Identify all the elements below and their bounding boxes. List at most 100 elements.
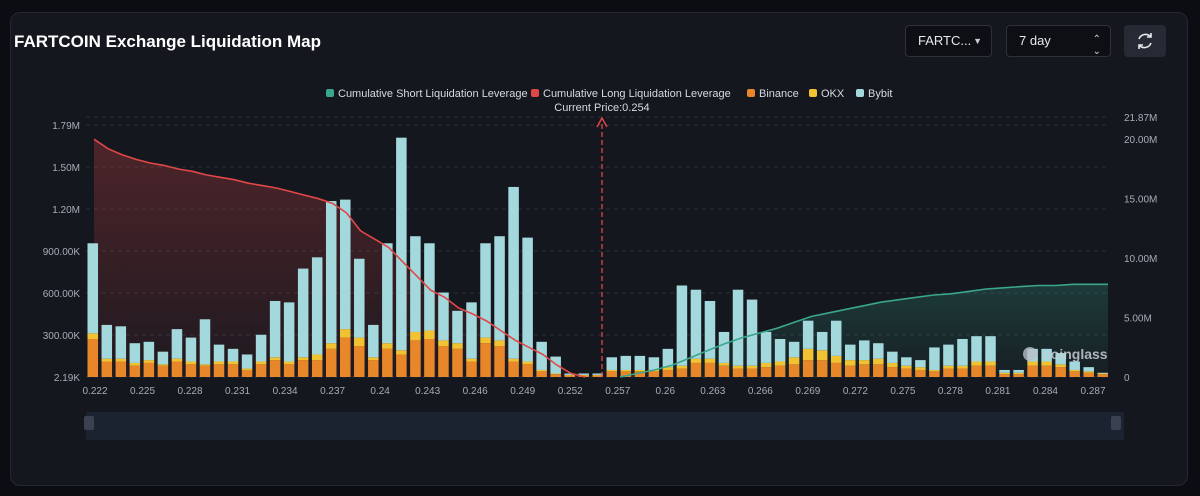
y-left-tick-label: 900.00K [43, 247, 81, 258]
y-left-tick-label: 1.20M [52, 205, 80, 216]
x-tick-label: 0.275 [890, 386, 915, 397]
y-right-tick-label: 5.00M [1124, 314, 1152, 325]
bar-okx [311, 354, 323, 361]
bar-okx [844, 360, 856, 366]
watermark-text: coinglass [1043, 346, 1108, 362]
range-select[interactable]: 7 day ⌃ ⌄ [1006, 25, 1111, 57]
bar-bybit [171, 329, 183, 359]
coinglass-logo: coinglass [1023, 346, 1108, 362]
bar-okx [241, 368, 253, 370]
legend-label: Cumulative Long Liquidation Leverage [543, 88, 731, 100]
bar-binance [241, 369, 253, 377]
bar-binance [592, 375, 604, 377]
bar-bybit [915, 360, 926, 368]
bar-okx [620, 369, 632, 372]
bar-binance [522, 364, 533, 377]
bar-bybit [788, 341, 800, 358]
bar-bybit [480, 243, 491, 338]
bar-bybit [648, 357, 660, 370]
bar-okx [690, 358, 702, 363]
bar-bybit [522, 237, 533, 362]
bar-bybit [339, 199, 351, 330]
bar-okx [297, 357, 309, 361]
bar-binance [101, 361, 113, 377]
bar-okx [676, 365, 688, 369]
bar-binance [788, 364, 800, 377]
bar-binance [424, 338, 435, 377]
bar-okx [662, 367, 674, 370]
bar-okx [943, 365, 954, 369]
bar-okx [143, 360, 155, 363]
bar-okx [788, 357, 800, 365]
y-left-tick-label: 300.00K [43, 331, 81, 342]
bar-binance [943, 368, 954, 377]
legend-swatch [856, 89, 864, 97]
bar-bybit [676, 285, 688, 366]
up-down-chevron-icon: ⌃ ⌄ [1092, 34, 1101, 57]
bar-binance [929, 371, 940, 377]
bar-bybit [746, 299, 758, 366]
y-left-tick-label: 1.50M [52, 163, 80, 174]
bar-okx [185, 361, 197, 365]
x-tick-label: 0.225 [130, 386, 155, 397]
x-tick-label: 0.284 [1033, 386, 1058, 397]
bar-bybit [466, 302, 477, 359]
bar-okx [1097, 373, 1108, 375]
bar-okx [508, 358, 519, 362]
bar-binance [746, 368, 758, 377]
legend-swatch [531, 89, 539, 97]
bar-bybit [143, 341, 155, 361]
bar-bybit [1097, 372, 1108, 374]
bar-bybit [354, 258, 365, 338]
bar-binance [704, 362, 716, 377]
bar-binance [171, 361, 183, 377]
bar-okx [999, 372, 1010, 375]
x-tick-label: 0.252 [558, 386, 583, 397]
x-tick-label: 0.272 [843, 386, 868, 397]
bar-bybit [873, 343, 884, 359]
bar-binance [718, 365, 730, 377]
bar-okx [550, 373, 561, 375]
zoom-scrollbar[interactable] [86, 412, 1124, 440]
bar-binance [873, 364, 884, 377]
refresh-button[interactable] [1124, 25, 1166, 57]
y-left-tick-label: 1.79M [52, 121, 80, 132]
bar-binance [648, 371, 660, 377]
bar-okx [929, 369, 940, 372]
bar-okx [466, 358, 477, 362]
bar-bybit [634, 355, 646, 370]
bar-okx [746, 365, 758, 369]
bar-bybit [901, 357, 912, 366]
bar-bybit [718, 331, 730, 363]
x-tick-label: 0.278 [938, 386, 963, 397]
bar-binance [185, 364, 197, 377]
x-tick-label: 0.263 [700, 386, 725, 397]
y-left-tick-label: 2.19K [54, 373, 80, 384]
bar-bybit [227, 348, 239, 362]
bar-binance [1027, 365, 1038, 377]
zoom-handle-left[interactable] [84, 416, 94, 430]
bar-okx [1041, 361, 1052, 366]
bar-binance [830, 362, 842, 377]
bar-bybit [382, 243, 393, 344]
symbol-select[interactable]: FARTC... ▼ [905, 25, 992, 57]
current-price-marker: Current Price:0.254 [554, 102, 650, 377]
bar-bybit [368, 324, 379, 358]
x-tick-label: 0.249 [510, 386, 535, 397]
x-tick-label: 0.234 [273, 386, 298, 397]
bar-binance [325, 348, 337, 377]
bar-bybit [424, 243, 435, 331]
y-right-tick-label: 15.00M [1124, 195, 1157, 206]
bar-okx [901, 365, 912, 369]
bar-bybit [494, 236, 505, 341]
bar-bybit [816, 331, 828, 351]
y-right-tick-label: 10.00M [1124, 254, 1157, 265]
current-price-label: Current Price:0.254 [554, 102, 649, 114]
bar-binance [690, 362, 702, 377]
bar-binance [129, 365, 141, 377]
zoom-handle-right[interactable] [1111, 416, 1121, 430]
bar-bybit [410, 236, 421, 332]
bar-bybit [199, 319, 211, 365]
bar-okx [760, 362, 772, 368]
